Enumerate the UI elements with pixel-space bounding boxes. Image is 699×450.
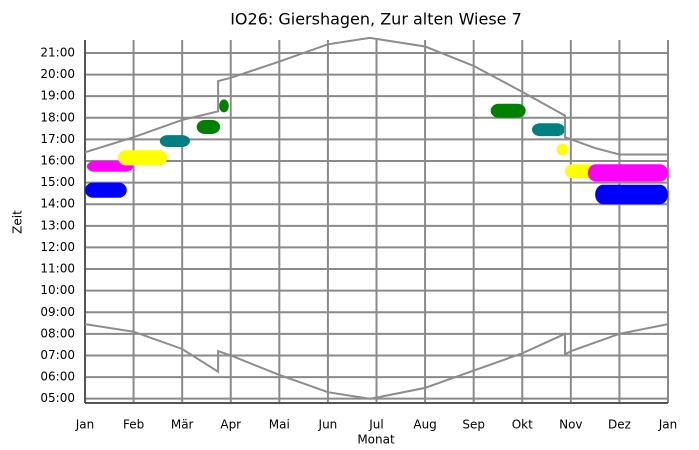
y-tick-label: 05:00 (40, 391, 75, 405)
x-tick-label: Dez (608, 418, 631, 432)
shadow-region (587, 164, 668, 182)
shadow-region (595, 184, 668, 205)
y-tick-label: 12:00 (40, 240, 75, 254)
shadow-region (531, 123, 566, 137)
y-tick-label: 15:00 (40, 175, 75, 189)
shadow-region (219, 99, 229, 113)
x-tick-label: Okt (512, 418, 533, 432)
x-tick-label: Mär (171, 418, 194, 432)
y-tick-label: 18:00 (40, 110, 75, 124)
y-axis-label: Zeit (11, 210, 25, 234)
y-tick-label: 21:00 (40, 45, 75, 59)
y-tick-label: 17:00 (40, 132, 75, 146)
shadow-region (490, 103, 526, 118)
sun-line (84, 323, 669, 400)
y-tick-label: 14:00 (40, 197, 75, 211)
y-tick-label: 06:00 (40, 370, 75, 384)
y-tick-label: 10:00 (40, 283, 75, 297)
shadow-region (556, 143, 568, 156)
y-tick-label: 11:00 (40, 262, 75, 276)
x-tick-label: Jul (368, 418, 383, 432)
y-tick-label: 13:00 (40, 218, 75, 232)
y-tick-label: 16:00 (40, 154, 75, 168)
x-tick-label: Jan (75, 418, 95, 432)
x-tick-label: Apr (220, 418, 241, 432)
shadow-region (159, 135, 190, 147)
y-tick-label: 19:00 (40, 89, 75, 103)
x-tick-label: Jan (658, 418, 678, 432)
y-tick-label: 08:00 (40, 326, 75, 340)
x-tick-label: Nov (559, 418, 582, 432)
y-tick-label: 07:00 (40, 348, 75, 362)
x-tick-label: Aug (413, 418, 436, 432)
shadow-region (565, 164, 596, 179)
chart-title: IO26: Giershagen, Zur alten Wiese 7 (230, 10, 522, 29)
x-tick-label: Mai (269, 418, 290, 432)
shadow-region (196, 119, 221, 134)
x-tick-label: Feb (123, 418, 144, 432)
sun-line (84, 36, 668, 156)
shadow-region (85, 182, 127, 198)
shadow-region (118, 150, 168, 166)
y-tick-label: 20:00 (40, 67, 75, 81)
y-tick-label: 09:00 (40, 305, 75, 319)
x-tick-label: Sep (462, 418, 485, 432)
x-tick-label: Jun (318, 418, 338, 432)
x-axis-label: Monat (357, 433, 395, 447)
